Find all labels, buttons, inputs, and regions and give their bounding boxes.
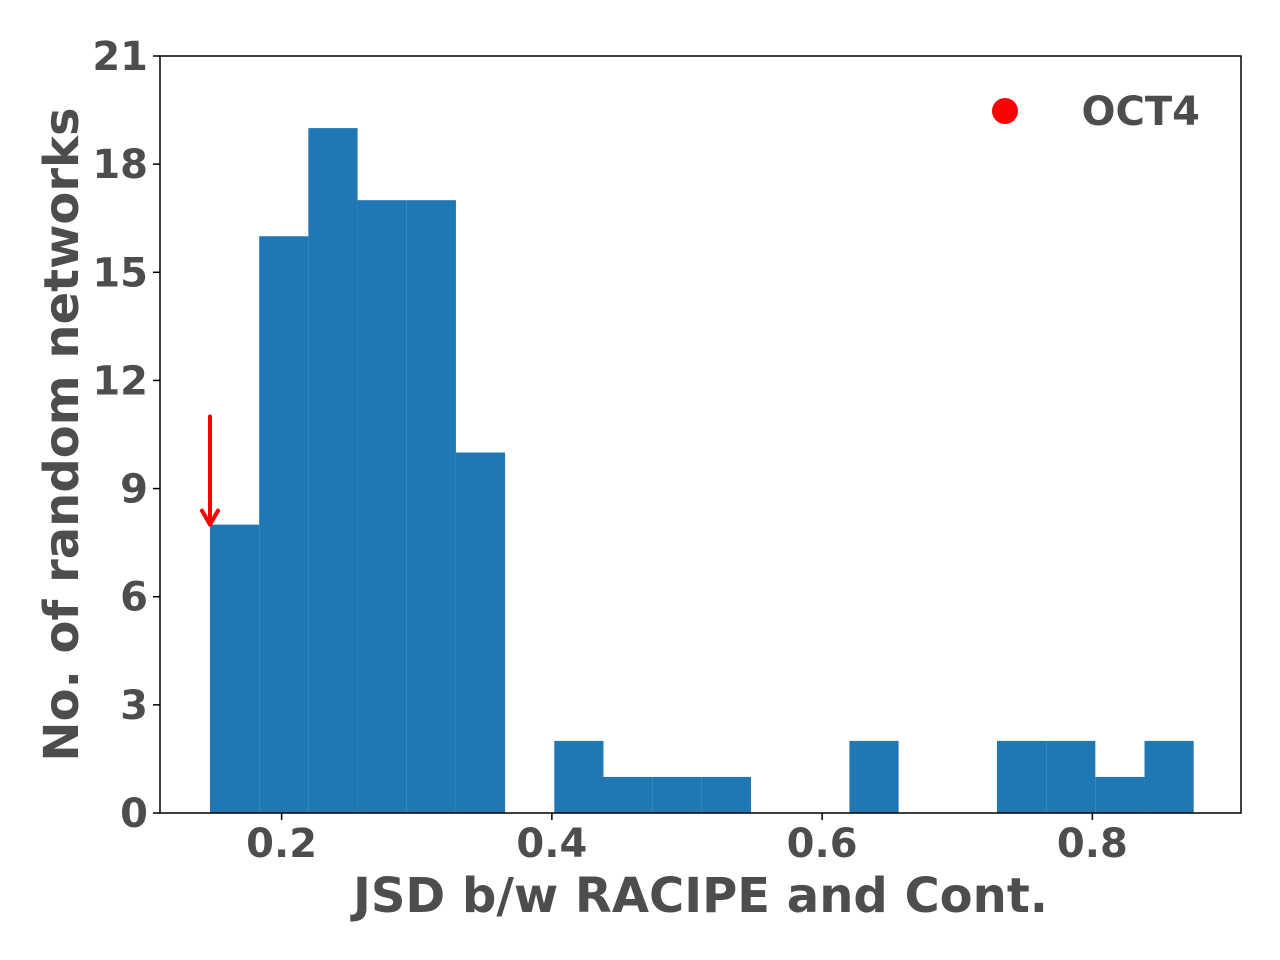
y-tick-label: 12 xyxy=(92,358,148,404)
legend-label: OCT4 xyxy=(1082,89,1200,135)
y-tick-label: 6 xyxy=(120,575,148,621)
histogram-bar xyxy=(209,524,260,813)
histogram-bar xyxy=(1046,740,1096,813)
y-tick-label: 18 xyxy=(92,142,148,188)
y-tick-label: 0 xyxy=(120,791,148,837)
x-tick-label: 0.4 xyxy=(516,821,587,867)
histogram-bar xyxy=(259,236,309,813)
annotation-layer xyxy=(199,414,220,527)
histogram-bar xyxy=(554,740,604,813)
histogram-bar xyxy=(849,740,899,813)
histogram-bar xyxy=(406,200,456,813)
histogram-bars xyxy=(209,128,1194,814)
legend-marker xyxy=(992,98,1018,124)
arrow-head xyxy=(199,508,220,527)
legend: OCT4 xyxy=(992,89,1200,135)
histogram-bar xyxy=(603,776,653,813)
x-axis-title: JSD b/w RACIPE and Cont. xyxy=(350,868,1048,924)
histogram-bar xyxy=(357,200,407,813)
y-tick-label: 9 xyxy=(120,467,148,513)
x-tick-label: 0.2 xyxy=(246,821,317,867)
histogram-bar xyxy=(996,740,1047,813)
y-tick-label: 21 xyxy=(92,34,148,80)
y-axis: 0 3 6 9 12 15 18 21 xyxy=(92,34,160,837)
histogram-bar xyxy=(701,776,752,813)
y-axis-title: No. of random networks xyxy=(34,107,90,761)
x-axis: 0.2 0.4 0.6 0.8 xyxy=(246,813,1128,867)
y-tick-label: 15 xyxy=(92,250,148,296)
histogram-bar xyxy=(1144,740,1194,813)
histogram-bar xyxy=(1095,776,1145,813)
x-tick-label: 0.6 xyxy=(787,821,858,867)
histogram-bar xyxy=(308,128,358,814)
y-tick-label: 3 xyxy=(120,683,148,729)
histogram-bar xyxy=(455,452,506,813)
x-tick-label: 0.8 xyxy=(1057,821,1128,867)
histogram-bar xyxy=(652,776,702,813)
plot-frame xyxy=(159,55,1242,814)
